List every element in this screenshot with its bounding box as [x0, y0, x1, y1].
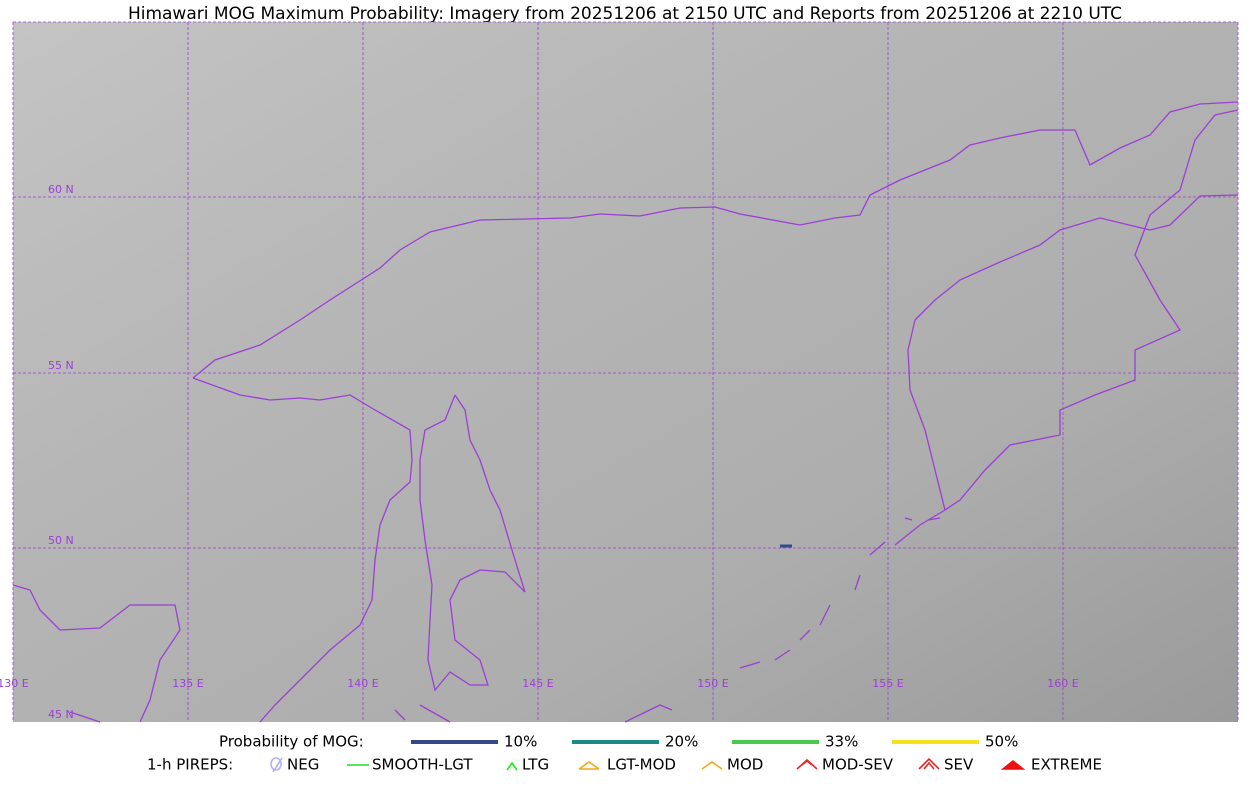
- legend-icon: [578, 761, 600, 770]
- legend: Probability of MOG: 10% 20% 33% 50% 1-h PIREP…: [147, 733, 1102, 774]
- legend-label: 10%: [504, 733, 537, 751]
- legend-heading: 1-h PIREPS:: [147, 756, 233, 774]
- legend-icon: [506, 761, 518, 771]
- longitude-label: 145 E: [522, 677, 553, 690]
- coastlines: [12, 101, 1239, 723]
- legend-icon: [1000, 759, 1026, 770]
- longitude-label: 135 E: [172, 677, 203, 690]
- legend-label: 20%: [665, 733, 698, 751]
- legend-label: 33%: [825, 733, 858, 751]
- longitude-label: 130 E: [0, 677, 29, 690]
- title: Himawari MOG Maximum Probability: Imager…: [128, 4, 1122, 24]
- longitude-label: 160 E: [1047, 677, 1078, 690]
- legend-label: NEG: [287, 756, 319, 774]
- legend-label: EXTREME: [1031, 756, 1102, 774]
- legend-label: SMOOTH-LGT: [372, 756, 473, 774]
- legend-icon: [796, 758, 818, 770]
- legend-icon: [270, 757, 283, 773]
- longitude-label: 140 E: [347, 677, 378, 690]
- legend-label: MOD-SEV: [822, 756, 894, 774]
- legend-heading: Probability of MOG:: [219, 733, 364, 751]
- longitude-label: 155 E: [872, 677, 903, 690]
- latitude-label: 60 N: [48, 183, 74, 196]
- latitude-label: 55 N: [48, 359, 74, 372]
- legend-label: MOD: [727, 756, 763, 774]
- legend-icon: [918, 757, 940, 770]
- legend-label: SEV: [944, 756, 974, 774]
- legend-label: 50%: [985, 733, 1018, 751]
- longitude-label: 150 E: [697, 677, 728, 690]
- latitude-label: 50 N: [48, 534, 74, 547]
- satellite-imagery: [13, 22, 1238, 722]
- graticule: 60 N 55 N 50 N 45 N 130 E 135 E 140 E 145 E 150 …: [0, 21, 1239, 722]
- latitude-label: 45 N: [48, 708, 74, 721]
- legend-label: LTG: [522, 756, 549, 774]
- legend-label: LGT-MOD: [607, 756, 676, 774]
- legend-icon: [701, 761, 723, 770]
